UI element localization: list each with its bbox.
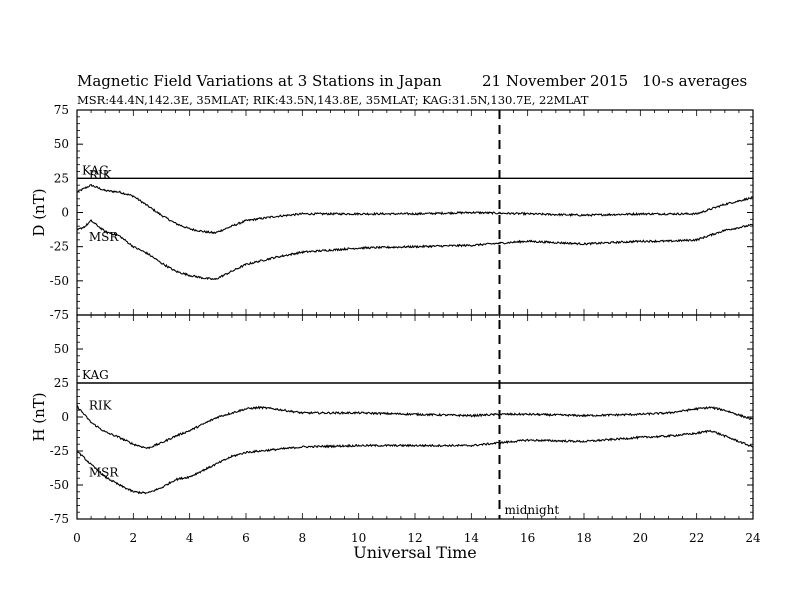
xtick-label: 6 <box>242 531 250 545</box>
ytick-label-D: -25 <box>50 240 69 254</box>
midnight-marker-label: midnight <box>505 503 560 517</box>
xtick-label: 10 <box>351 531 366 545</box>
xtick-label: 16 <box>520 531 535 545</box>
series-line-rik-H <box>76 404 754 450</box>
stations-line: MSR:44.4N,142.3E, 35MLAT; RIK:43.5N,143.… <box>77 93 589 107</box>
xtick-label: 20 <box>633 531 648 545</box>
ytick-label-H: -50 <box>50 478 69 492</box>
xtick-label: 12 <box>407 531 422 545</box>
xtick-label: 4 <box>186 531 194 545</box>
xtick-label: 24 <box>745 531 761 545</box>
ytick-label-D: 0 <box>61 206 69 220</box>
ytick-label-D: -50 <box>50 274 69 288</box>
ytick-label-H: -25 <box>50 444 69 458</box>
ytick-label-D: -75 <box>50 308 69 322</box>
series-label-msr-D: MSR <box>89 230 120 244</box>
reference-label-kag-D: KAG <box>82 163 109 177</box>
chart-date: 21 November 2015 <box>482 72 629 90</box>
xtick-label: 14 <box>464 531 480 545</box>
xlabel: Universal Time <box>353 543 476 562</box>
xtick-label: 0 <box>73 531 81 545</box>
series-line-msr-D <box>76 219 754 281</box>
ytick-label-D: 75 <box>54 103 69 117</box>
ytick-label-D: 25 <box>54 171 69 185</box>
ylabel-H: H (nT) <box>30 392 48 441</box>
reference-label-kag-H: KAG <box>82 368 109 382</box>
chart-title: Magnetic Field Variations at 3 Stations … <box>77 72 442 90</box>
xtick-label: 18 <box>576 531 591 545</box>
series-line-rik-D <box>76 183 754 235</box>
ytick-label-H: 0 <box>61 410 69 424</box>
xtick-label: 8 <box>299 531 307 545</box>
series-label-msr-H: MSR <box>89 466 120 480</box>
chart-averaging: 10-s averages <box>642 72 748 90</box>
panel-frame-D <box>76 109 754 316</box>
ytick-label-H: -75 <box>50 512 69 526</box>
panel-frame-H <box>76 314 754 520</box>
ytick-label-H: 25 <box>54 376 69 390</box>
series-line-msr-H <box>76 429 754 495</box>
series-label-rik-D: RIK <box>89 168 113 182</box>
xtick-label: 2 <box>130 531 138 545</box>
ylabel-D: D (nT) <box>30 188 48 236</box>
xtick-label: 22 <box>689 531 704 545</box>
ytick-label-D: 50 <box>54 137 69 151</box>
ytick-label-H: 50 <box>54 342 69 356</box>
series-label-rik-H: RIK <box>89 399 113 413</box>
